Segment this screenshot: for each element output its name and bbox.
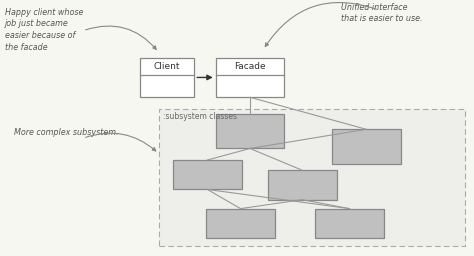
Text: Unified interface
that is easier to use.: Unified interface that is easier to use. xyxy=(341,3,423,23)
Text: Client: Client xyxy=(154,62,180,71)
Text: :subsystem classes: :subsystem classes xyxy=(163,112,237,121)
Bar xyxy=(216,114,284,148)
Bar xyxy=(140,58,194,97)
Bar xyxy=(173,160,242,189)
Bar xyxy=(268,170,337,200)
Text: Facade: Facade xyxy=(234,62,266,71)
Bar xyxy=(206,209,275,238)
Bar xyxy=(216,58,284,97)
Text: Happy client whose
job just became
easier because of
the facade: Happy client whose job just became easie… xyxy=(5,8,83,52)
Bar xyxy=(159,109,465,246)
Text: More complex subsystem.: More complex subsystem. xyxy=(14,128,118,137)
Bar xyxy=(332,129,401,164)
Bar xyxy=(315,209,384,238)
